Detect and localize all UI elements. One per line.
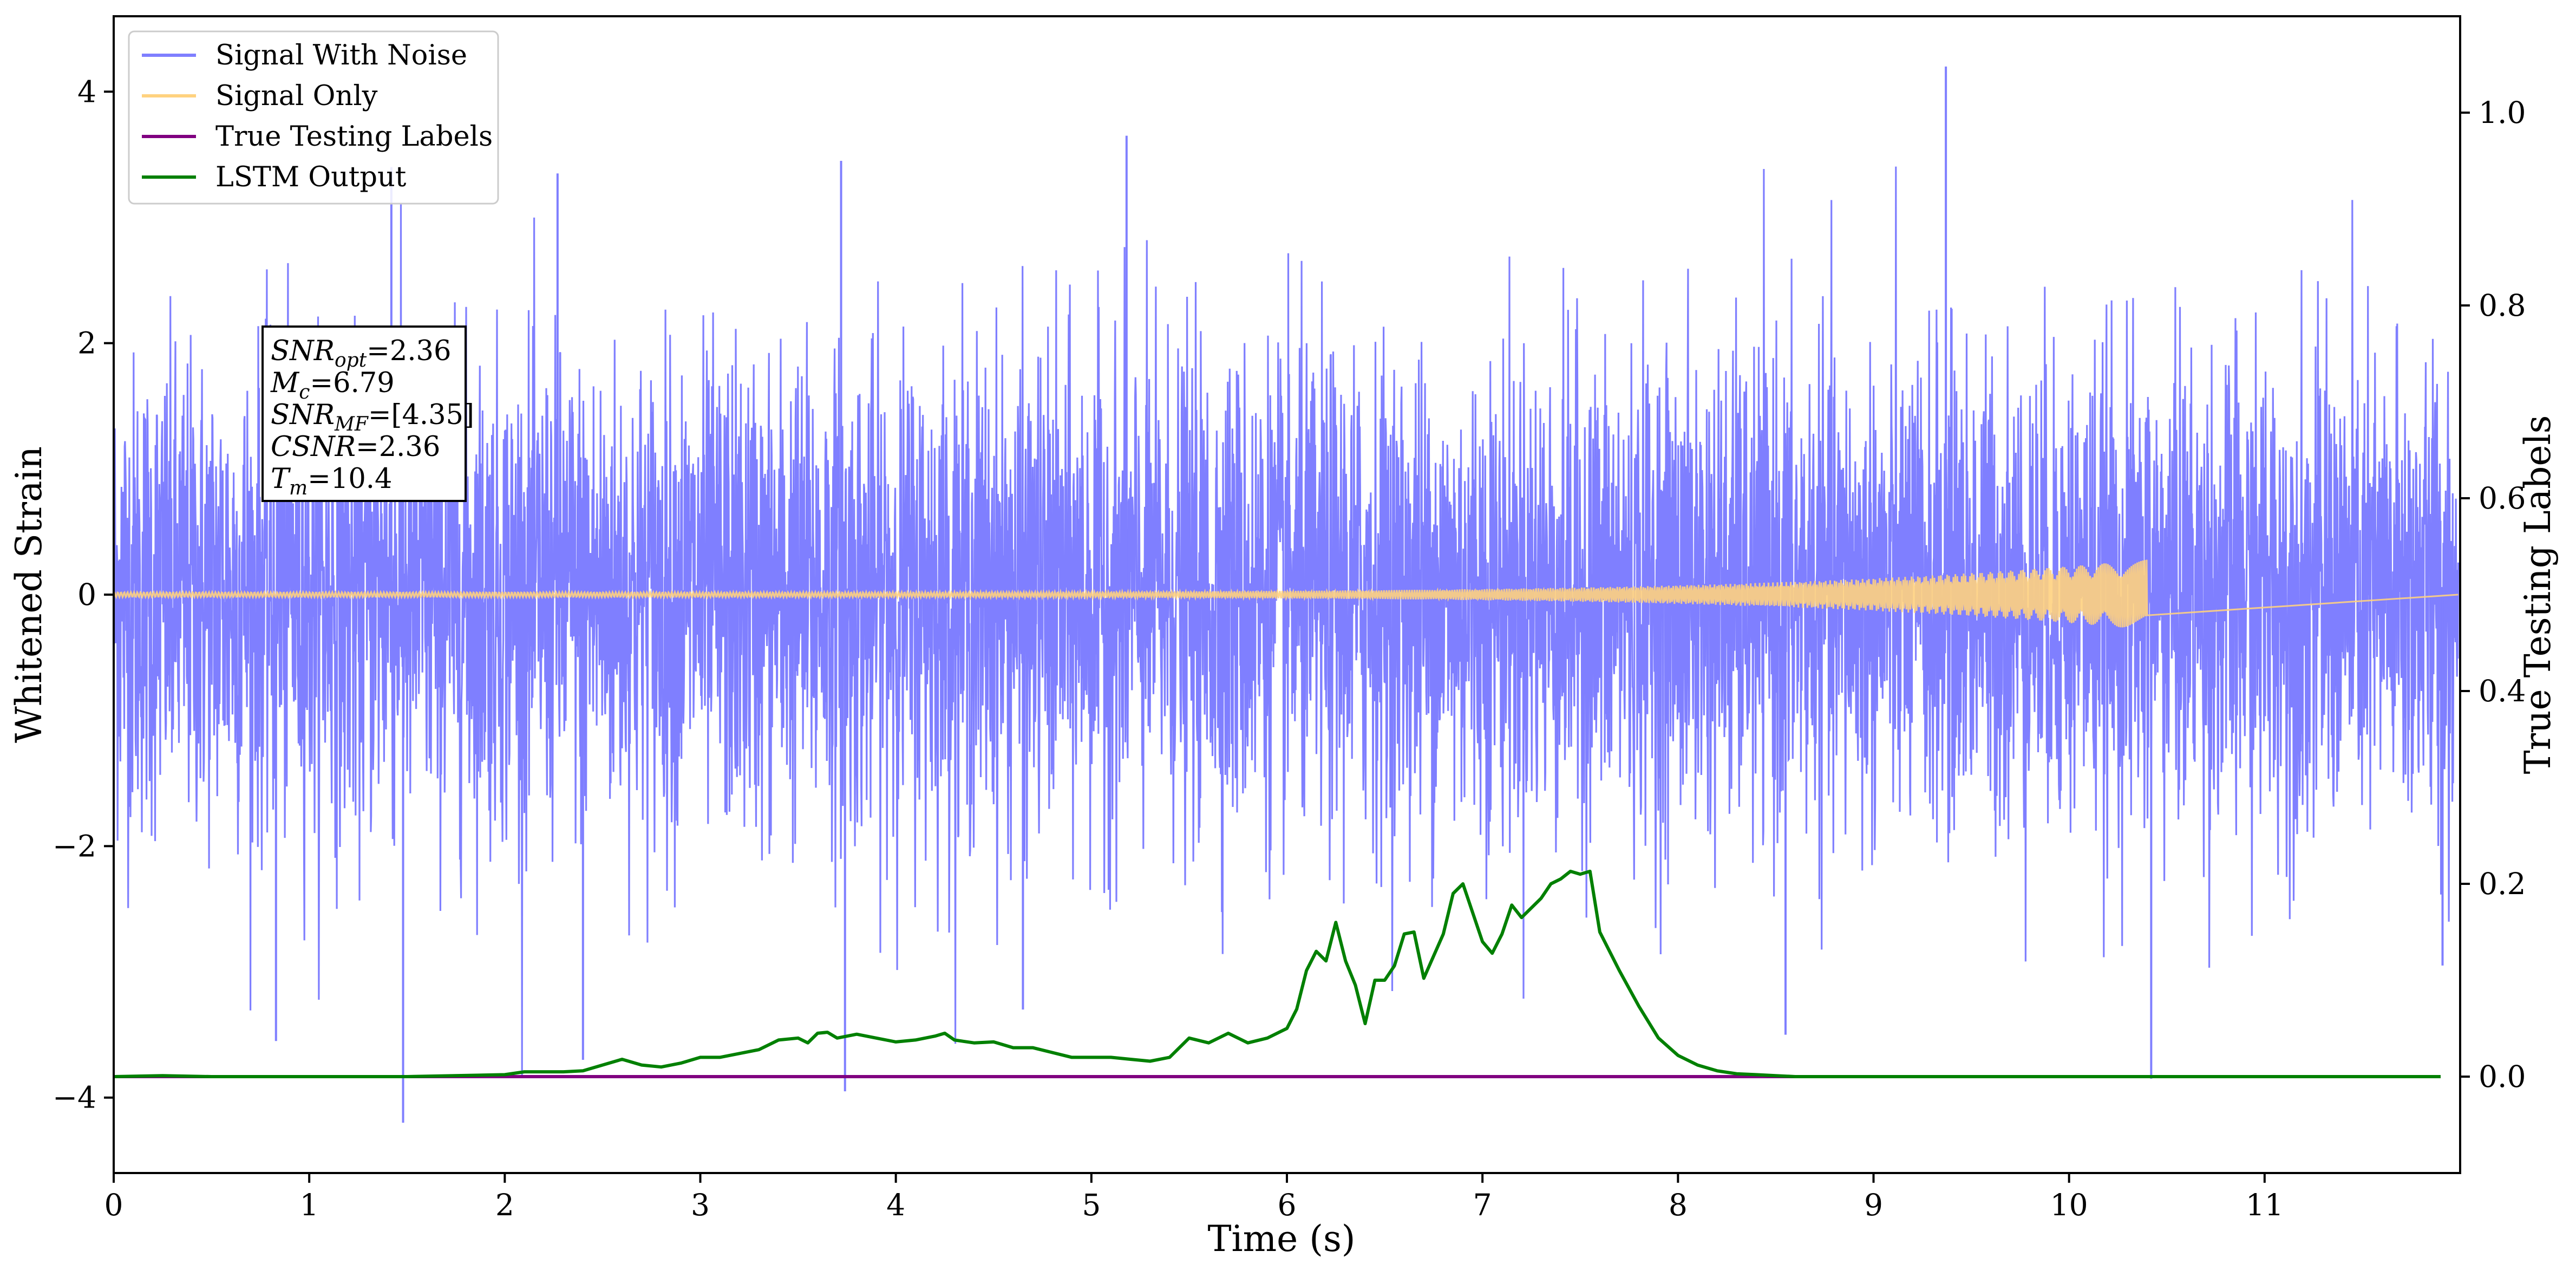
annotation-line: SNRopt=2.36 [271, 335, 451, 372]
y-tick-label: 2 [77, 326, 96, 361]
series-lstm-output [113, 869, 2441, 1078]
y2-tick-label: 0.2 [2479, 866, 2526, 901]
annotation-line: Tm=10.4 [271, 463, 392, 499]
legend: Signal With Noise Signal Only True Testing… [128, 30, 499, 205]
x-axis-label: Time (s) [1207, 1218, 1355, 1260]
x-tick-label: 4 [886, 1188, 905, 1222]
y2-axis-label: True Testing Labels [2517, 415, 2559, 774]
series-signal-with-noise [113, 166, 2459, 1076]
annotation-box: SNRopt=2.36Mc=6.79SNRMF=[4.35]CSNR=2.36T… [261, 325, 474, 502]
x-tick-label: 11 [2246, 1188, 2284, 1222]
y2-tick-label: 0.0 [2479, 1059, 2526, 1094]
annotation-line: Mc=6.79 [270, 367, 395, 403]
x-tick-label: 0 [104, 1188, 123, 1222]
y2-tick-label: 0.4 [2479, 674, 2526, 708]
x-tick-label: 8 [1669, 1188, 1688, 1222]
series-signal-only [113, 559, 2459, 628]
x-tick-label: 3 [691, 1188, 710, 1222]
legend-label: LSTM Output [215, 161, 407, 193]
y2-tick-label: 0.8 [2479, 288, 2526, 323]
y-tick-label: −2 [53, 829, 96, 863]
x-tick-label: 1 [300, 1188, 319, 1222]
annotation-line: CSNR=2.36 [271, 431, 440, 463]
y2-tick-label: 0.6 [2479, 481, 2526, 516]
legend-label: True Testing Labels [215, 121, 493, 153]
y-axis-label: Whitened Strain [8, 446, 50, 743]
y-tick-label: 0 [77, 577, 96, 612]
x-tick-label: 9 [1864, 1188, 1883, 1222]
annotation-line: SNRMF=[4.35] [271, 399, 474, 435]
x-tick-label: 6 [1278, 1188, 1297, 1222]
x-tick-label: 5 [1082, 1188, 1101, 1222]
annotation-frame [261, 325, 467, 502]
y-tick-label: −4 [53, 1080, 96, 1115]
x-tick-label: 10 [2050, 1188, 2088, 1222]
legend-label: Signal Only [215, 80, 378, 112]
legend-label: Signal With Noise [215, 40, 467, 71]
x-tick-label: 7 [1473, 1188, 1492, 1222]
x-tick-label: 2 [495, 1188, 514, 1222]
y-tick-label: 4 [77, 74, 96, 109]
legend-frame [128, 30, 499, 205]
y2-tick-label: 1.0 [2479, 95, 2526, 130]
